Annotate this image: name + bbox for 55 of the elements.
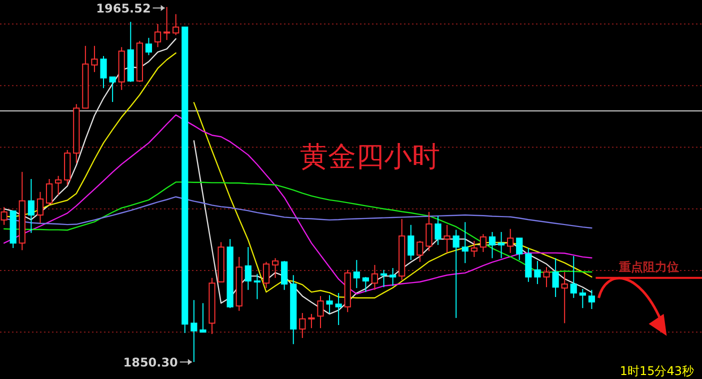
candlestick	[380, 269, 388, 288]
candlestick	[190, 300, 198, 362]
candlestick	[28, 178, 34, 234]
candlestick	[452, 229, 460, 318]
ref-line-label: 重点阻力位	[618, 260, 679, 274]
candlestick	[91, 45, 98, 73]
candlestick	[371, 264, 378, 290]
candlestick	[498, 231, 505, 259]
candlestick	[200, 302, 206, 333]
candlestick	[488, 231, 496, 259]
candlestick	[299, 312, 306, 338]
candlestick	[362, 276, 369, 293]
candlestick	[100, 56, 107, 89]
candlestick	[507, 228, 514, 254]
candlestick	[353, 260, 360, 289]
candlestick	[444, 224, 450, 254]
annotation: 1965.52	[96, 2, 151, 16]
candlestick	[516, 238, 523, 261]
candlestick	[534, 260, 541, 285]
candlestick	[335, 292, 342, 326]
candlestick	[426, 211, 432, 252]
candlestick	[55, 175, 62, 196]
candlestick	[390, 268, 396, 286]
candlestick	[326, 294, 333, 314]
candlestick	[543, 266, 550, 288]
candlestick	[525, 248, 532, 282]
text: 1时15分43秒	[620, 364, 694, 378]
candlestick	[272, 258, 279, 278]
candlestick	[262, 261, 270, 289]
candlestick	[480, 234, 487, 253]
candlestick	[244, 246, 252, 290]
candlestick	[470, 240, 478, 258]
candlestick	[408, 224, 414, 261]
candlestick	[462, 222, 468, 264]
arrow-label: 1965.52	[96, 2, 166, 16]
candlestick	[145, 37, 152, 56]
arrow-label: 1850.30	[123, 356, 192, 370]
text: 黄金四小时	[300, 140, 440, 173]
candlestick	[254, 273, 261, 300]
candlestick	[570, 256, 577, 298]
annotation: 1850.30	[123, 356, 178, 370]
candlestick	[154, 24, 162, 48]
candlestick	[579, 288, 586, 309]
candlestick	[172, 14, 180, 36]
candlestick	[561, 272, 568, 324]
candlestick	[46, 178, 53, 206]
candlestick	[109, 76, 116, 102]
candlestick	[36, 191, 44, 224]
candlestick	[588, 289, 596, 310]
candlestick	[416, 240, 424, 262]
candlestick	[308, 313, 315, 329]
candlestick	[317, 296, 324, 329]
candlestick	[552, 258, 559, 298]
candlestick	[281, 260, 288, 290]
candlestick	[434, 215, 442, 246]
